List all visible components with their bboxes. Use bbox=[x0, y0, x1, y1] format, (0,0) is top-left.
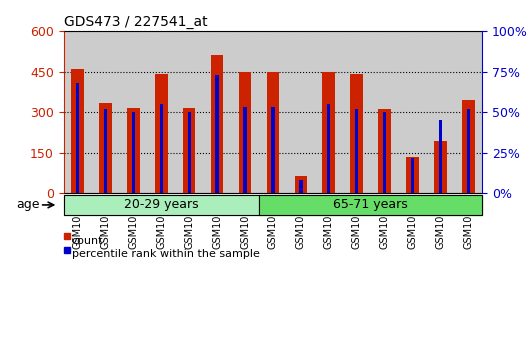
Bar bbox=[315, 31, 343, 193]
Bar bbox=[343, 31, 370, 193]
Bar bbox=[71, 69, 84, 193]
Bar bbox=[64, 31, 92, 193]
Bar bbox=[383, 112, 386, 193]
Bar bbox=[231, 31, 259, 193]
Bar bbox=[175, 31, 203, 193]
Bar bbox=[454, 31, 482, 193]
Bar bbox=[160, 104, 163, 193]
Bar bbox=[267, 72, 279, 193]
Bar bbox=[183, 108, 196, 193]
Bar bbox=[322, 71, 335, 193]
Bar bbox=[155, 74, 167, 193]
Bar bbox=[439, 120, 442, 193]
Text: age: age bbox=[16, 198, 39, 211]
Bar bbox=[119, 31, 147, 193]
Bar bbox=[216, 75, 219, 193]
Bar bbox=[104, 109, 107, 193]
Bar bbox=[399, 31, 427, 193]
Bar bbox=[99, 103, 112, 193]
Text: GDS473 / 227541_at: GDS473 / 227541_at bbox=[64, 14, 207, 29]
Bar bbox=[295, 176, 307, 193]
Bar bbox=[243, 107, 246, 193]
Bar bbox=[411, 158, 414, 193]
Bar bbox=[287, 31, 315, 193]
Bar bbox=[238, 72, 251, 193]
Bar bbox=[462, 100, 475, 193]
Bar bbox=[299, 180, 303, 193]
Bar bbox=[76, 83, 79, 193]
Bar bbox=[203, 31, 231, 193]
Text: percentile rank within the sample: percentile rank within the sample bbox=[72, 249, 259, 259]
Bar bbox=[355, 109, 358, 193]
Bar bbox=[370, 31, 399, 193]
Bar bbox=[467, 109, 470, 193]
Bar bbox=[406, 157, 419, 193]
Bar bbox=[350, 74, 363, 193]
Bar bbox=[327, 104, 330, 193]
Bar bbox=[259, 31, 287, 193]
Bar bbox=[434, 140, 447, 193]
Text: 20-29 years: 20-29 years bbox=[124, 198, 199, 211]
Bar bbox=[92, 31, 119, 193]
Bar bbox=[188, 112, 191, 193]
Bar bbox=[378, 109, 391, 193]
Bar bbox=[147, 31, 175, 193]
Bar bbox=[211, 55, 224, 193]
Text: 65-71 years: 65-71 years bbox=[333, 198, 408, 211]
Bar bbox=[127, 108, 140, 193]
Bar bbox=[132, 112, 135, 193]
Bar bbox=[427, 31, 454, 193]
Text: count: count bbox=[72, 236, 103, 246]
Bar bbox=[271, 107, 275, 193]
